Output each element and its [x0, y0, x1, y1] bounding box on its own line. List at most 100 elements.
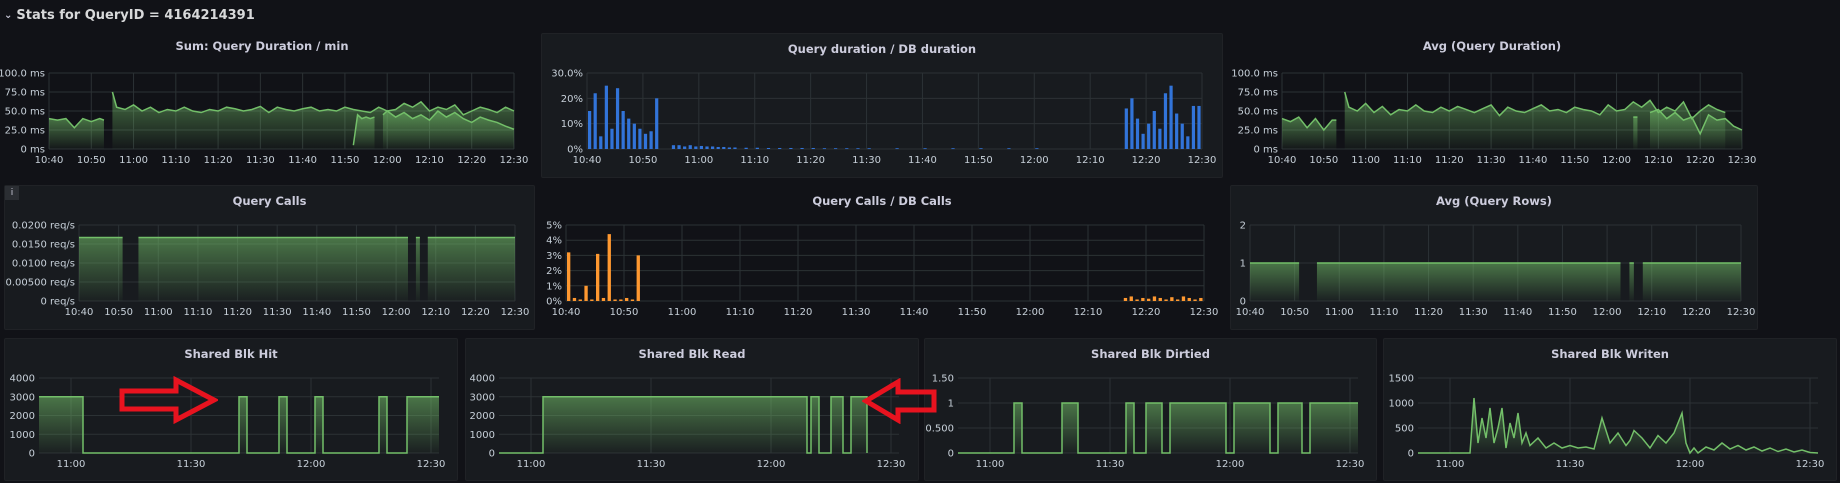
bar	[677, 145, 681, 149]
series-area	[1642, 263, 1741, 301]
bar	[694, 146, 698, 149]
series-area	[427, 237, 515, 301]
bar	[604, 85, 608, 149]
panel-avg-query-duration[interactable]: Avg (Query Duration)	[1232, 30, 1752, 178]
bar	[822, 148, 827, 150]
bar	[778, 147, 782, 149]
bar	[1187, 297, 1191, 301]
x-tick-label: 11:00	[1325, 307, 1354, 318]
x-tick-label: 12:20	[457, 155, 486, 166]
x-tick-label: 11:30	[1556, 459, 1585, 470]
bar	[627, 118, 631, 149]
row-title: Stats for QueryID = 4164214391	[16, 7, 255, 23]
bar	[610, 128, 614, 149]
bar	[599, 136, 603, 149]
y-tick-label: 500	[1395, 424, 1414, 435]
series-area	[415, 237, 420, 301]
x-tick-label: 10:50	[1280, 307, 1309, 318]
bar	[632, 123, 636, 149]
bar	[688, 145, 692, 149]
x-tick-label: 11:20	[784, 307, 813, 318]
bar	[733, 147, 737, 149]
bar	[1181, 296, 1186, 301]
bar	[1180, 123, 1184, 149]
y-tick-label: 2	[1240, 221, 1246, 232]
info-icon[interactable]: i	[5, 186, 19, 200]
x-tick-label: 12:00	[1016, 307, 1045, 318]
x-tick-label: 12:00	[1602, 155, 1631, 166]
bar	[1135, 118, 1140, 149]
x-tick-label: 11:30	[852, 155, 881, 166]
x-tick-label: 11:10	[1369, 307, 1398, 318]
red-arrow-right-icon	[119, 376, 218, 424]
series-line	[1649, 108, 1743, 136]
bar	[1129, 296, 1133, 301]
x-tick-label: 11:30	[1096, 459, 1125, 470]
x-tick-label: 12:20	[1132, 307, 1161, 318]
y-tick-label: 1.50	[932, 374, 954, 385]
panel-shared-blk-writen[interactable]: Shared Blk Writen	[1383, 338, 1837, 481]
series-area	[1316, 263, 1621, 301]
panel-title: Query Calls / DB Calls	[812, 194, 952, 208]
y-tick-label: 4%	[546, 236, 562, 247]
y-tick-label: 0	[1240, 297, 1246, 308]
x-tick-label: 12:10	[415, 155, 444, 166]
bar	[1152, 111, 1156, 149]
y-tick-label: 0 ms	[21, 145, 46, 156]
series-line	[499, 396, 868, 454]
bar	[716, 146, 720, 149]
x-tick-label: 12:00	[1020, 155, 1049, 166]
bar	[671, 145, 676, 149]
bar	[643, 133, 648, 149]
x-tick-label: 12:00	[373, 155, 402, 166]
bar	[1170, 297, 1174, 301]
chevron-down-icon[interactable]: ⌄	[4, 9, 13, 21]
x-tick-label: 12:00	[382, 307, 411, 318]
series-line	[382, 110, 515, 130]
y-tick-label: 75.0 ms	[5, 88, 45, 99]
red-arrow-left-icon	[862, 378, 937, 424]
panel-title: Shared Blk Read	[638, 347, 746, 361]
x-tick-label: 12:30	[417, 459, 446, 470]
panel-query-db-duration[interactable]: Query duration / DB duration	[541, 33, 1223, 178]
y-tick-label: 1	[1240, 259, 1246, 270]
x-tick-label: 11:00	[684, 155, 713, 166]
panel-avg-query-rows[interactable]: Avg (Query Rows)	[1230, 185, 1758, 330]
y-tick-label: 50.0 ms	[1238, 107, 1278, 118]
series-area	[958, 403, 1358, 453]
row-header[interactable]: ⌄ Stats for QueryID = 4164214391	[4, 4, 255, 26]
bar	[584, 285, 588, 301]
y-tick-label: 1000	[1389, 399, 1414, 410]
x-tick-label: 11:50	[958, 307, 987, 318]
bar	[567, 252, 571, 301]
panel-query-calls-db-calls[interactable]: Query Calls / DB Calls	[541, 185, 1223, 330]
panel-title: Query Calls	[232, 194, 307, 208]
bar	[766, 147, 771, 149]
y-tick-label: 2000	[10, 411, 35, 422]
x-tick-label: 11:20	[796, 155, 825, 166]
bar	[578, 299, 582, 301]
x-tick-label: 10:50	[1309, 155, 1338, 166]
series-area	[1650, 109, 1742, 149]
bar	[601, 297, 606, 301]
x-tick-label: 11:20	[204, 155, 233, 166]
y-tick-label: 0%	[567, 145, 583, 156]
panel-sum-query-duration[interactable]: Sum: Query Duration / min	[4, 30, 520, 178]
x-tick-label: 12:20	[1132, 155, 1161, 166]
y-tick-label: 4000	[470, 374, 495, 385]
bar	[699, 145, 704, 149]
x-tick-label: 12:00	[1593, 307, 1622, 318]
y-tick-label: 1000	[470, 430, 495, 441]
bar	[800, 147, 804, 149]
bar	[1193, 299, 1197, 301]
bar	[1124, 108, 1128, 149]
x-tick-label: 11:00	[517, 459, 546, 470]
y-tick-label: 4000	[10, 374, 35, 385]
x-tick-label: 12:30	[501, 307, 530, 318]
bar	[722, 146, 726, 149]
x-tick-label: 11:30	[177, 459, 206, 470]
bar	[1186, 136, 1190, 149]
bar	[1158, 297, 1162, 301]
bar	[789, 147, 793, 149]
x-tick-label: 12:00	[297, 459, 326, 470]
